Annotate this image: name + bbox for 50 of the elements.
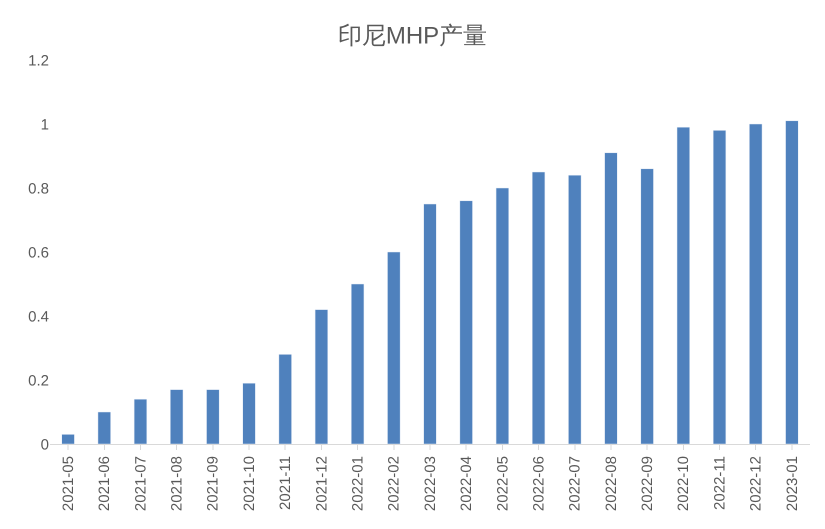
y-tick-label: 0.4 [28, 308, 49, 326]
x-tick-label: 2021-11 [277, 456, 294, 510]
bar [460, 200, 473, 444]
bar [134, 398, 148, 444]
x-tick-label: 2021-07 [132, 456, 150, 512]
bar [98, 412, 111, 444]
x-tick-label: 2022-06 [530, 456, 548, 512]
bar [351, 284, 364, 444]
x-tick-label: 2021-06 [96, 456, 114, 512]
y-tick-label: 1 [40, 116, 49, 134]
bar [568, 174, 582, 444]
y-tick-label: 0 [40, 436, 49, 454]
bar [532, 172, 546, 444]
x-tick-label: 2022-05 [494, 456, 512, 512]
bar [278, 354, 292, 444]
x-tick-label: 2021-05 [60, 456, 77, 512]
x-tick-label: 2021-12 [313, 456, 330, 512]
bar [676, 126, 690, 444]
bar [206, 389, 220, 444]
x-tick-label: 2022-02 [386, 456, 403, 512]
bar [749, 124, 762, 444]
bar [712, 130, 726, 444]
y-tick-label: 0.6 [28, 244, 49, 262]
bar [785, 120, 798, 444]
bar [314, 309, 328, 444]
bar [387, 252, 400, 444]
bar [604, 152, 618, 444]
bar [496, 188, 509, 444]
x-tick-label: 2022-03 [422, 456, 439, 512]
x-tick-label: 2022-04 [458, 456, 476, 512]
y-tick-label: 0.2 [28, 372, 49, 390]
x-tick-label: 2022-10 [675, 456, 692, 512]
x-tick-label: 2022-09 [639, 456, 656, 512]
y-tick-label: 0.8 [28, 180, 49, 198]
bar [423, 204, 437, 444]
chart-title: 印尼MHP产量 [338, 22, 488, 50]
bar [170, 389, 184, 444]
x-tick-label: 2022-11 [711, 456, 728, 510]
x-tick-label: 2022-08 [602, 456, 620, 512]
bar [242, 382, 256, 444]
bar [62, 434, 75, 444]
x-tick-label: 2021-10 [240, 456, 258, 512]
x-tick-label: 2021-09 [204, 456, 222, 512]
y-tick-label: 1.2 [28, 52, 49, 70]
x-tick-label: 2022-12 [748, 456, 765, 512]
x-tick-label: 2021-08 [168, 456, 186, 512]
bar [640, 168, 654, 444]
x-tick-label: 2022-07 [566, 456, 584, 512]
x-tick-label: 2023-01 [784, 456, 801, 512]
x-tick-label: 2022-01 [349, 456, 366, 512]
